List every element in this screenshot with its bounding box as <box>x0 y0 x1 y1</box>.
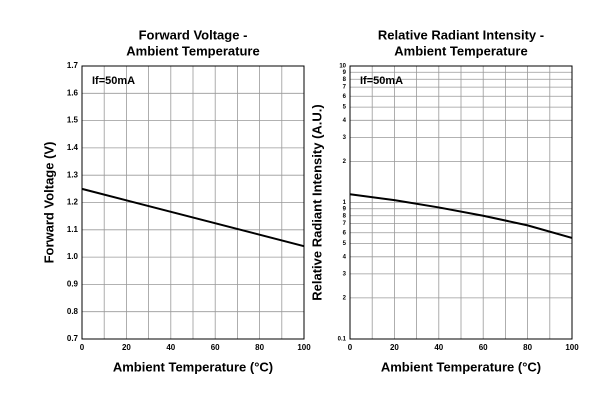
y-tick-label: 0.8 <box>67 307 79 316</box>
x-tick-label: 100 <box>565 343 579 352</box>
plot-frame <box>81 65 305 340</box>
plot-frame <box>349 65 573 340</box>
x-axis-label: Ambient Temperature (°C) <box>113 359 273 374</box>
y-tick-label: 4 <box>343 118 347 124</box>
y-tick-label: 8 <box>343 77 347 83</box>
x-tick-label: 60 <box>211 343 220 352</box>
x-tick-label: 80 <box>523 343 532 352</box>
chart-title: Ambient Temperature <box>126 43 259 58</box>
annotation: If=50mA <box>92 75 135 87</box>
y-tick-label: 5 <box>343 105 347 111</box>
x-tick-label: 40 <box>166 343 175 352</box>
y-tick-label: 1.4 <box>67 143 79 152</box>
y-tick-label: 10 <box>339 64 346 70</box>
y-tick-label: 1.0 <box>67 252 79 261</box>
x-tick-label: 100 <box>297 343 311 352</box>
y-tick-label: 1.3 <box>67 170 79 179</box>
x-tick-label: 80 <box>255 343 264 352</box>
y-tick-label: 1.7 <box>67 61 79 70</box>
data-line <box>81 187 305 248</box>
y-tick-label: 9 <box>343 70 347 76</box>
y-axis-label: Relative Radiant Intensity (A.U.) <box>309 104 324 300</box>
y-tick-label: 2 <box>343 295 347 301</box>
x-tick-label: 0 <box>80 343 85 352</box>
y-tick-label: 0.1 <box>338 337 347 343</box>
x-tick-label: 40 <box>434 343 443 352</box>
y-tick-label: 3 <box>343 135 347 141</box>
y-axis-label: Forward Voltage (V) <box>41 142 56 264</box>
y-tick-label: 0.9 <box>67 280 79 289</box>
y-tick-label: 1 <box>343 200 347 206</box>
subplot: Relative Radiant Intensity -Ambient Temp… <box>309 27 579 374</box>
y-tick-label: 0.7 <box>67 334 79 343</box>
y-tick-label: 7 <box>343 221 347 227</box>
y-tick-label: 1.6 <box>67 88 79 97</box>
y-tick-label: 3 <box>343 271 347 277</box>
y-tick-label: 9 <box>343 206 347 212</box>
annotation: If=50mA <box>360 75 403 87</box>
chart-title: Relative Radiant Intensity - <box>378 27 544 42</box>
x-tick-label: 20 <box>390 343 399 352</box>
y-tick-label: 6 <box>343 230 347 236</box>
chart-title: Forward Voltage - <box>139 27 248 42</box>
y-tick-label: 1.2 <box>67 198 79 207</box>
x-tick-label: 0 <box>348 343 353 352</box>
y-tick-label: 4 <box>343 254 347 260</box>
subplot: Forward Voltage -Ambient Temperature 0 20 4… <box>41 27 311 374</box>
x-tick-label: 60 <box>479 343 488 352</box>
data-line <box>349 193 573 239</box>
y-tick-label: 7 <box>343 85 347 91</box>
y-tick-label: 6 <box>343 94 347 100</box>
y-tick-label: 1.1 <box>67 225 79 234</box>
y-tick-label: 2 <box>343 159 347 165</box>
x-axis-label: Ambient Temperature (°C) <box>381 359 541 374</box>
y-tick-label: 8 <box>343 213 347 219</box>
x-tick-label: 20 <box>122 343 131 352</box>
y-tick-label: 5 <box>343 241 347 247</box>
y-tick-label: 1.5 <box>67 116 79 125</box>
chart-title: Ambient Temperature <box>394 43 527 58</box>
